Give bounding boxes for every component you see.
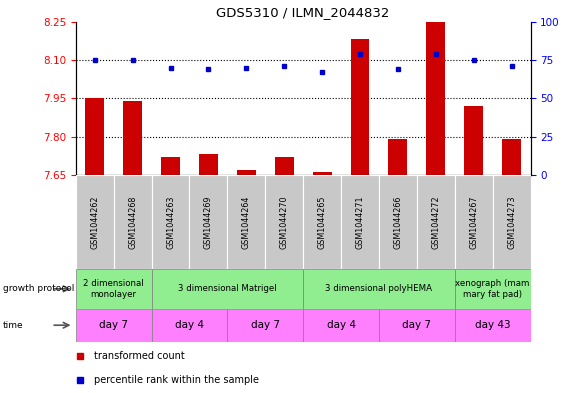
Text: growth protocol: growth protocol [3, 285, 74, 293]
Bar [227, 175, 265, 269]
Text: day 7: day 7 [402, 320, 431, 330]
Text: transformed count: transformed count [94, 351, 185, 361]
Bar [265, 175, 303, 269]
Text: GSM1044269: GSM1044269 [204, 195, 213, 249]
Bar [199, 154, 218, 175]
Bar [493, 175, 531, 269]
Text: day 4: day 4 [175, 320, 204, 330]
Text: GSM1044272: GSM1044272 [431, 195, 440, 249]
Text: day 4: day 4 [326, 320, 356, 330]
Bar [350, 39, 370, 175]
Text: GSM1044266: GSM1044266 [394, 195, 402, 249]
Text: day 43: day 43 [475, 320, 511, 330]
Bar [455, 269, 531, 309]
Bar [275, 157, 294, 175]
Text: time: time [3, 321, 23, 330]
Text: GSM1044270: GSM1044270 [280, 195, 289, 249]
Bar [152, 309, 227, 342]
Bar [161, 157, 180, 175]
Bar [237, 170, 256, 175]
Text: xenograph (mam
mary fat pad): xenograph (mam mary fat pad) [455, 279, 530, 299]
Bar [303, 175, 341, 269]
Text: 3 dimensional polyHEMA: 3 dimensional polyHEMA [325, 285, 433, 293]
Text: GSM1044262: GSM1044262 [90, 195, 99, 249]
Bar [114, 175, 152, 269]
Text: GSM1044264: GSM1044264 [242, 195, 251, 249]
Bar [379, 309, 455, 342]
Bar [303, 269, 455, 309]
Bar [189, 175, 227, 269]
Bar [303, 309, 379, 342]
Bar [388, 139, 408, 175]
Bar [76, 309, 152, 342]
Title: GDS5310 / ILMN_2044832: GDS5310 / ILMN_2044832 [216, 6, 390, 19]
Text: GSM1044263: GSM1044263 [166, 195, 175, 249]
Text: day 7: day 7 [251, 320, 280, 330]
Bar [152, 175, 189, 269]
Bar [455, 175, 493, 269]
Text: percentile rank within the sample: percentile rank within the sample [94, 375, 259, 385]
Bar [76, 175, 114, 269]
Text: day 7: day 7 [99, 320, 128, 330]
Bar [341, 175, 379, 269]
Bar [76, 269, 152, 309]
Text: 2 dimensional
monolayer: 2 dimensional monolayer [83, 279, 144, 299]
Bar [312, 172, 332, 175]
Bar [455, 309, 531, 342]
Text: GSM1044268: GSM1044268 [128, 195, 137, 249]
Text: GSM1044267: GSM1044267 [469, 195, 478, 249]
Text: GSM1044271: GSM1044271 [356, 195, 364, 249]
Bar [502, 139, 521, 175]
Bar [417, 175, 455, 269]
Bar [123, 101, 142, 175]
Bar [152, 269, 303, 309]
Bar [426, 22, 445, 175]
Text: 3 dimensional Matrigel: 3 dimensional Matrigel [178, 285, 277, 293]
Bar [379, 175, 417, 269]
Bar [464, 106, 483, 175]
Bar [85, 98, 104, 175]
Bar [227, 309, 303, 342]
Text: GSM1044273: GSM1044273 [507, 195, 516, 249]
Text: GSM1044265: GSM1044265 [318, 195, 326, 249]
